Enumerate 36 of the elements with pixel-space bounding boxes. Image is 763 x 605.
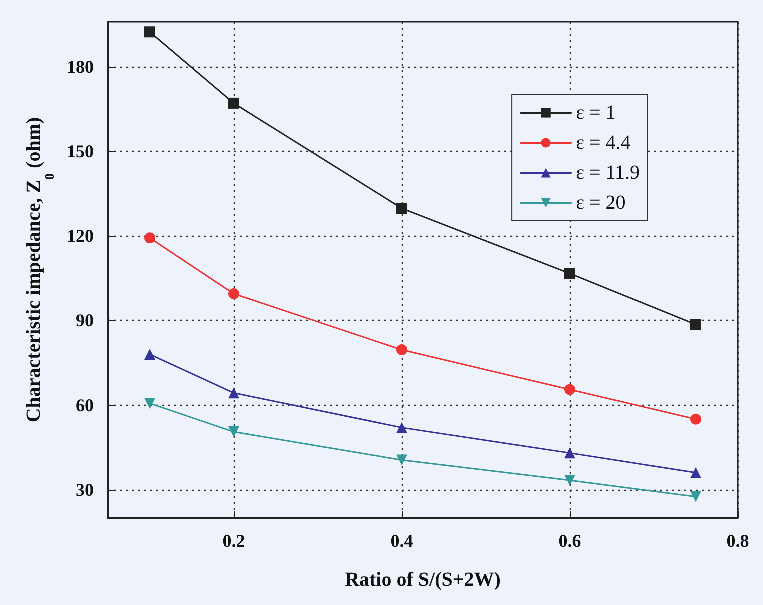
point: [144, 232, 156, 244]
x-tick-label: 0.8: [726, 531, 750, 551]
point: [690, 319, 702, 330]
point: [144, 398, 156, 410]
point: [564, 448, 576, 459]
y-tick-label: 180: [67, 57, 94, 78]
x-tick-label: 0.2: [222, 531, 246, 551]
y-tick-label: 60: [76, 395, 94, 416]
legend-label: ε = 1: [576, 102, 616, 124]
point: [396, 203, 408, 214]
y-axis-title: Characteristic impedance, Z0 (ohm): [23, 117, 58, 423]
point: [690, 467, 702, 478]
point: [564, 384, 576, 396]
point: [396, 454, 408, 466]
point: [690, 414, 702, 425]
x-axis-title: Ratio of S/(S+2W): [345, 569, 501, 591]
point: [690, 491, 702, 502]
point: [228, 98, 240, 109]
point: [228, 426, 240, 438]
y-tick-label: 30: [76, 480, 94, 500]
legend-label: ε = 4.4: [576, 132, 631, 154]
y-tick-label: 120: [67, 226, 94, 246]
point: [564, 268, 576, 280]
y-tick-label: 150: [67, 142, 94, 162]
legend-label: ε = 11.9: [576, 162, 640, 184]
point: [228, 388, 240, 399]
y-tick-label: 90: [76, 310, 94, 331]
point: [228, 288, 240, 300]
point: [396, 344, 408, 356]
legend-label: ε = 20: [576, 192, 626, 214]
point: [144, 349, 156, 360]
x-tick-label: 0.6: [558, 531, 582, 551]
point: [396, 422, 408, 434]
point: [144, 26, 156, 38]
point: [564, 475, 576, 486]
x-tick-label: 0.4: [390, 531, 414, 551]
